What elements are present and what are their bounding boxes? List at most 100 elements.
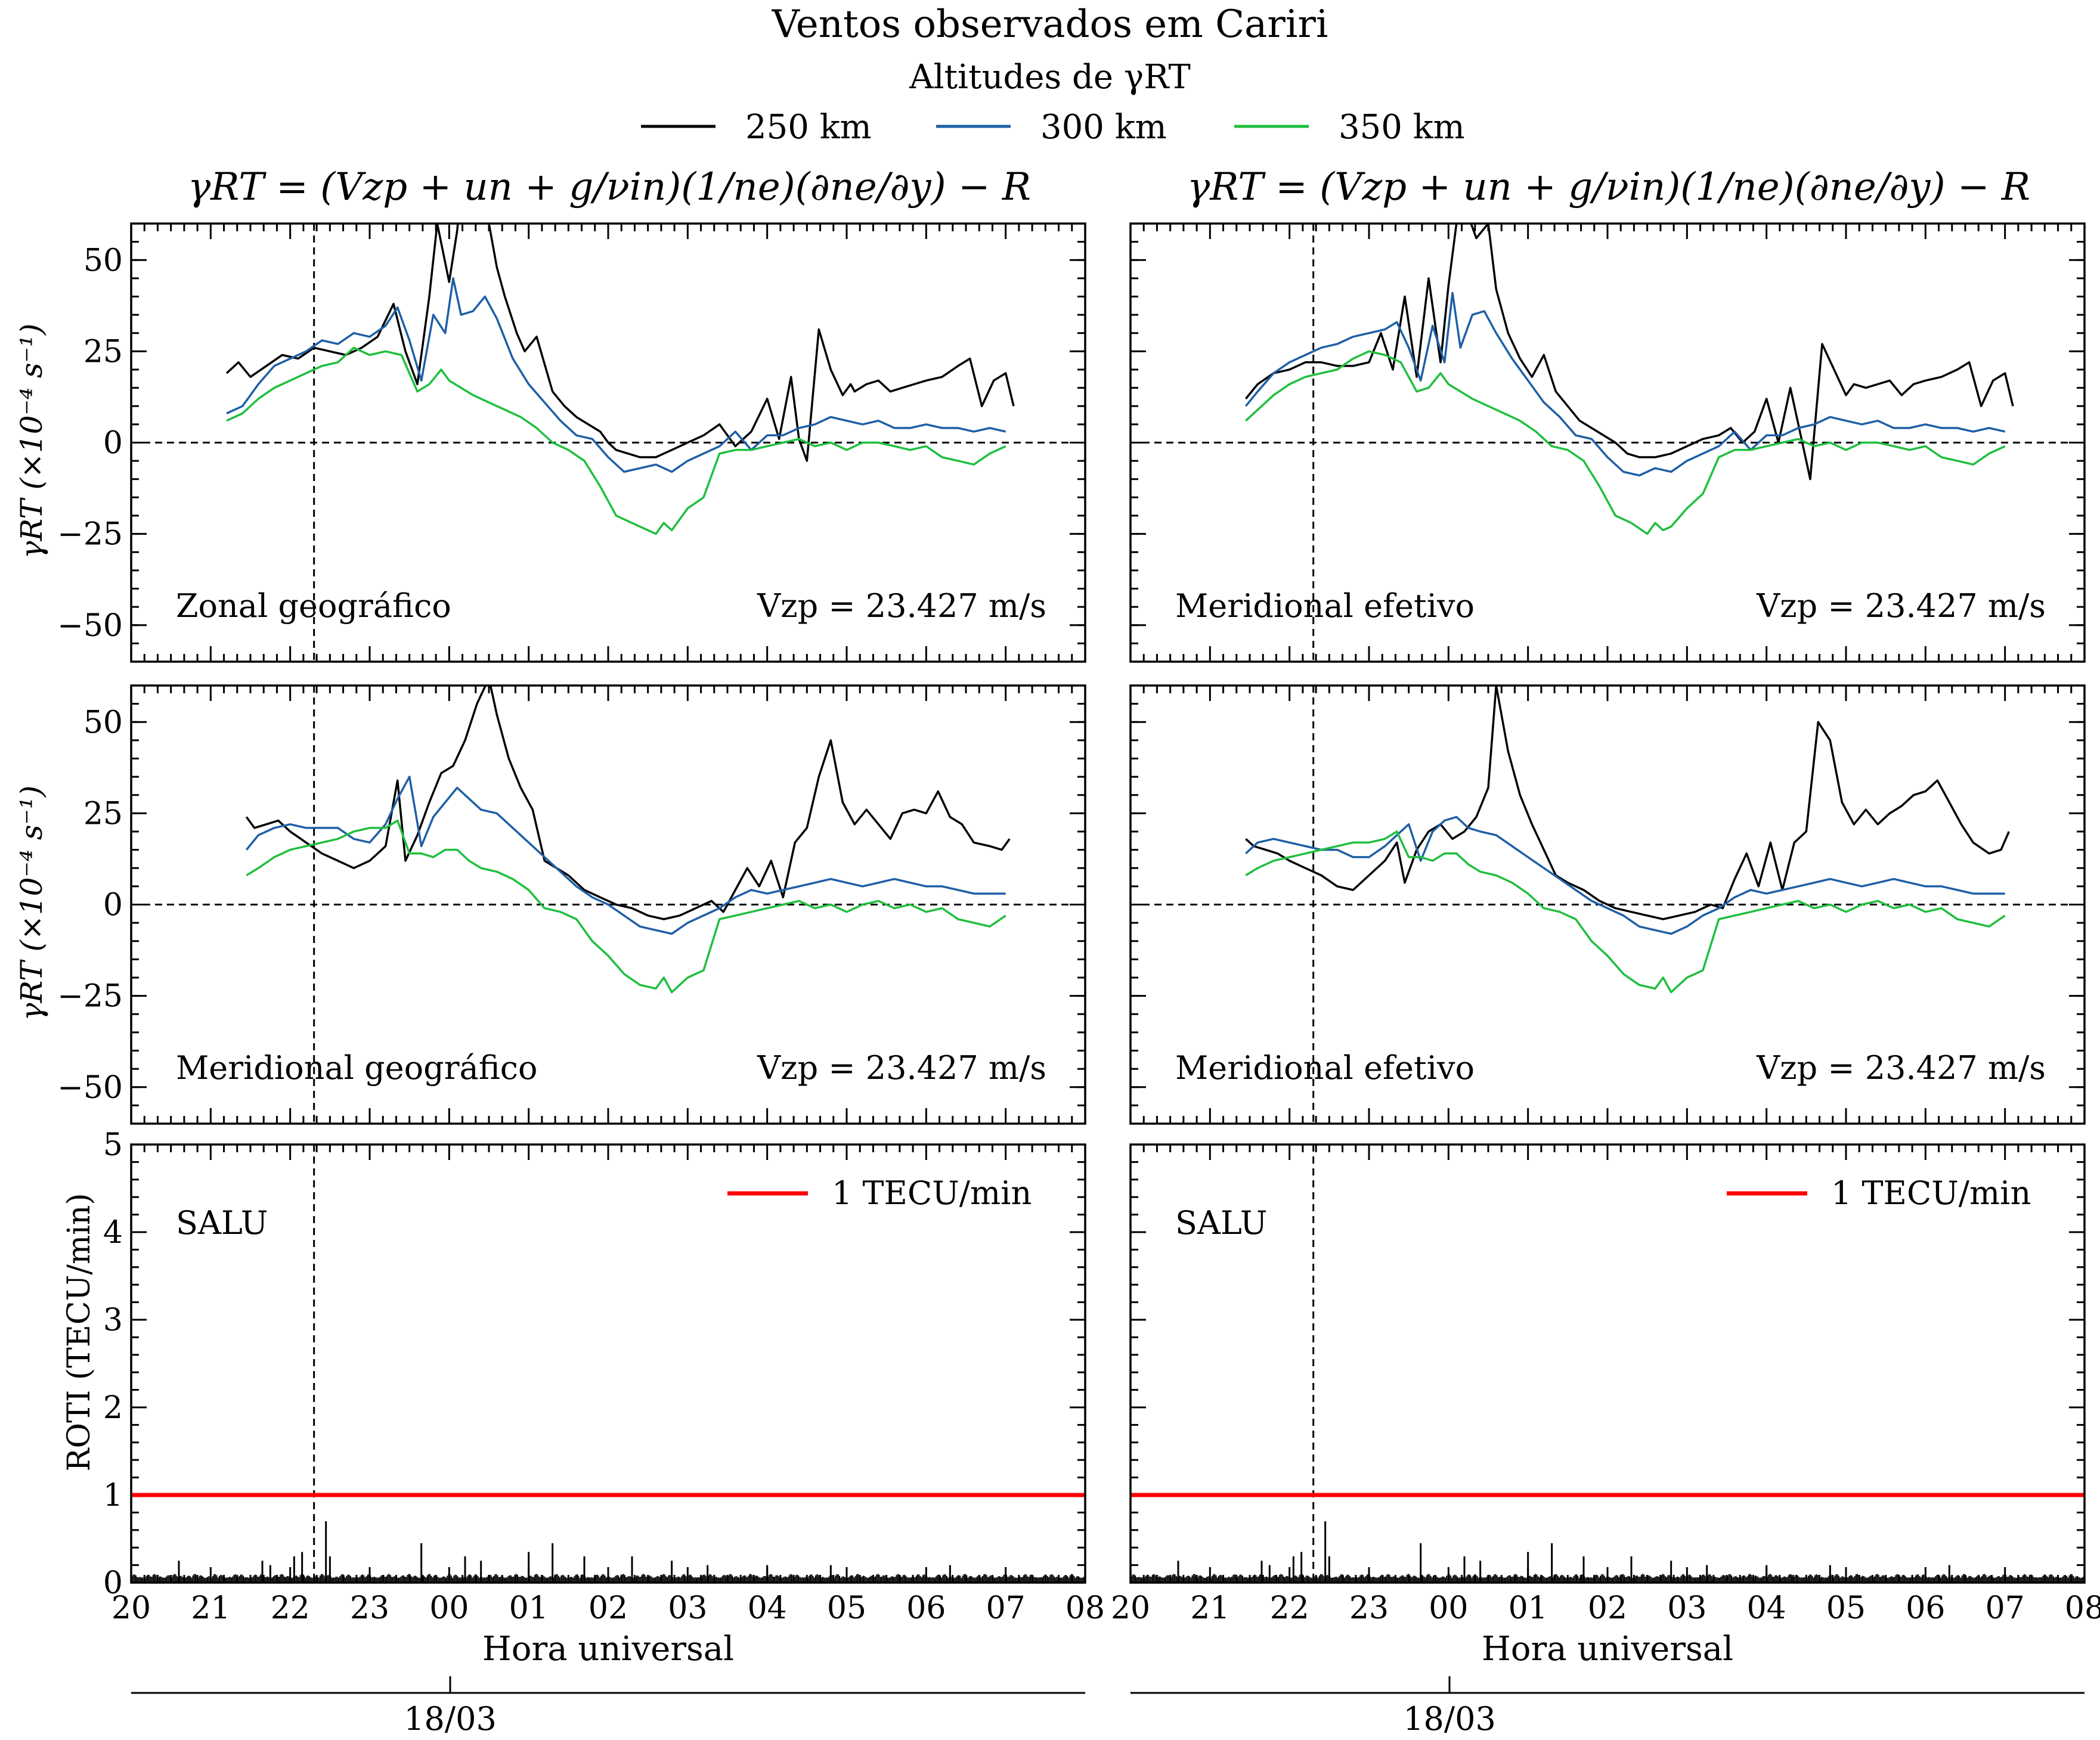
panel-frame [130,1143,1086,1584]
x-tick-label: 03 [668,1590,707,1626]
series-line-300-km [1245,815,2005,935]
vzp-label: Vzp = 23.427 m/s [1756,587,2046,625]
x-tick-label: 22 [271,1590,310,1626]
station-label: SALU [1175,1204,1267,1242]
x-tick-label: 03 [1667,1590,1706,1626]
vzp-label: Vzp = 23.427 m/s [1756,1049,2046,1087]
series-line-300-km [226,277,1006,473]
panel-meridional-geografico: 50 25 0 −25 −50 Meridional geográfico Vzp = 23… [57,684,1086,1125]
series-line-250-km [1244,224,2014,480]
x-tick-label: 22 [1270,1590,1309,1626]
x-tick-label: 07 [1986,1590,2025,1626]
column-title-right: γRT = (Vzp + un + g/νin)(1/ne)(∂ne/∂y) −… [1187,165,2030,209]
x-tick-label: 20 [111,1590,151,1626]
y-tick-label: −50 [57,1070,123,1106]
legend: 250 km 300 km 350 km [641,108,1465,147]
panel-zonal-geografico: 50 25 0 −25 −50 Zonal geográfico Vzp = 23.427 … [57,222,1086,663]
roti-legend-label: 1 TECU/min [832,1174,1032,1212]
x-tick-label: 00 [1429,1590,1468,1626]
x-tick-label: 04 [748,1590,787,1626]
y-tick-label: 4 [103,1215,123,1251]
y-tick-label: 50 [83,243,123,278]
panel-frame [1129,1143,2086,1584]
y-tick-label: 3 [103,1302,123,1338]
panel-label: Meridional geográfico [176,1049,537,1087]
series-line-350-km [1245,830,2006,994]
x-tick-label: 21 [1190,1590,1229,1626]
legend-title: Altitudes de γRT [909,58,1191,97]
plot-area [1130,224,2084,535]
panel-meridional-efetivo-top: Meridional efetivo Vzp = 23.427 m/s [1129,222,2086,663]
legend-label-300: 300 km [1040,108,1167,147]
x-tick-label: 01 [509,1590,549,1626]
x-tick-label: 06 [906,1590,946,1626]
y-tick-label: 2 [103,1390,123,1426]
y-tick-label: −25 [57,979,123,1015]
y-tick-label: 50 [83,705,123,740]
series-line-350-km [246,819,1006,994]
figure-title: Ventos observados em Cariri [772,2,1328,46]
panel-label: Zonal geográfico [176,587,451,625]
plot-area [131,686,1085,994]
panel-frame [130,222,1086,663]
panel-frame [1129,222,2086,663]
x-tick-label: 02 [589,1590,628,1626]
legend-label-350: 350 km [1339,108,1465,147]
panel-roti-right: 20 21 22 23 00 01 02 03 04 05 06 07 08 1 TECU/min SALU [1111,1143,2100,1626]
x-tick-label: 21 [191,1590,230,1626]
x-tick-label: 06 [1906,1590,1945,1626]
panel-label: Meridional efetivo [1175,1049,1475,1087]
panel-label: Meridional efetivo [1175,587,1475,625]
date-label-left: 18/03 [404,1700,497,1738]
vzp-label: Vzp = 23.427 m/s [757,587,1046,625]
series-line-300-km [1244,291,2006,477]
x-tick-label: 00 [429,1590,469,1626]
y-tick-label: 0 [103,426,123,461]
vzp-label: Vzp = 23.427 m/s [757,1049,1046,1087]
y-tick-label: 0 [103,1565,123,1601]
date-label-right: 18/03 [1403,1700,1496,1738]
station-label: SALU [176,1204,268,1242]
y-tick-label: 25 [83,334,123,370]
column-title-left: γRT = (Vzp + un + g/νin)(1/ne)(∂ne/∂y) −… [188,165,1031,209]
plot-area [131,224,1085,535]
date-axis-right: 18/03 [1130,1676,2084,1738]
series-line-300-km [245,776,1006,935]
plot-area [1130,686,2084,994]
series-line-350-km [1245,350,2006,535]
x-tick-label: 01 [1509,1590,1548,1626]
y-tick-label: 5 [103,1127,123,1163]
ylabel-roti: ROTI (TECU/min) [61,1193,97,1471]
xlabel-left: Hora universal [482,1630,734,1668]
series-line-250-km [1245,686,2010,920]
y-tick-label: 0 [103,888,123,923]
x-tick-label: 05 [827,1590,866,1626]
x-tick-label: 08 [1066,1590,1105,1626]
x-tick-label: 05 [1826,1590,1866,1626]
panel-frame [130,684,1086,1125]
panel-frame [1129,684,2086,1125]
series-line-250-km [225,224,1015,462]
series-line-250-km [245,686,1011,920]
y-tick-label: 25 [83,796,123,832]
ylabel-gamma-middle: γRT (×10⁻⁴ s⁻¹) [14,786,49,1021]
y-tick-label: −25 [57,517,123,553]
y-tick-label: 1 [103,1478,123,1513]
x-tick-label: 20 [1111,1590,1150,1626]
xlabel-right: Hora universal [1482,1630,1733,1668]
y-tick-label: −50 [57,608,123,644]
x-tick-label: 02 [1588,1590,1627,1626]
x-tick-label: 23 [1349,1590,1389,1626]
x-tick-label: 23 [350,1590,389,1626]
x-tick-label: 08 [2065,1590,2100,1626]
roti-legend-label: 1 TECU/min [1831,1174,2031,1212]
plot-area [131,1493,1085,1583]
legend-label-250: 250 km [745,108,872,147]
panel-meridional-efetivo-middle: Meridional efetivo Vzp = 23.427 m/s [1129,684,2086,1125]
ylabel-gamma-top: γRT (×10⁻⁴ s⁻¹) [14,324,49,559]
date-axis-left: 18/03 [131,1676,1085,1738]
series-line-350-km [226,346,1006,535]
x-tick-label: 04 [1747,1590,1786,1626]
